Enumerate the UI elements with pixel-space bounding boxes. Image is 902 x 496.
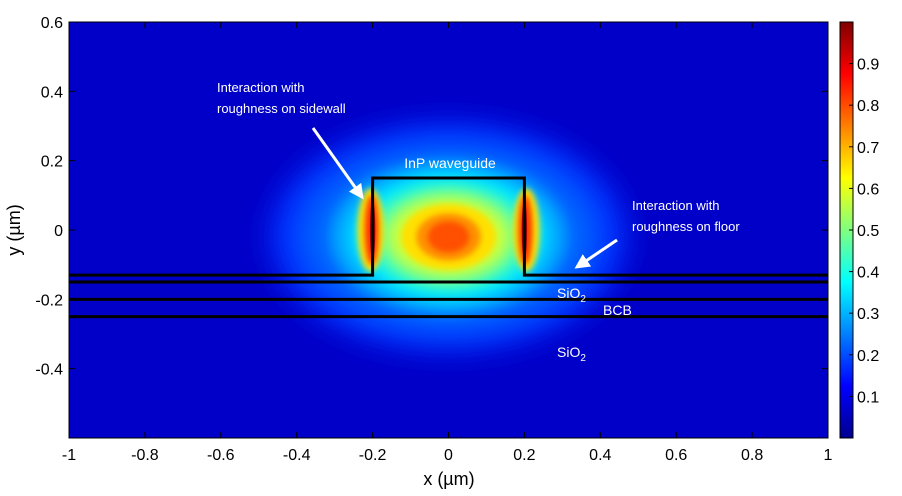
y-tick-label: 0.2 xyxy=(41,154,63,171)
colorbar-tick-label: 0.8 xyxy=(857,98,879,115)
x-tick-label: 1 xyxy=(824,447,833,464)
colorbar-tick-label: 0.7 xyxy=(857,140,879,157)
x-tick-label: 0.8 xyxy=(741,447,763,464)
floor-annotation-line1: Interaction with xyxy=(632,198,719,213)
sidewall-annotation-line2: roughness on sidewall xyxy=(217,101,346,116)
colorbar-ticks: 0.9 0.8 0.7 0.6 0.5 0.4 0.3 0.2 0.1 xyxy=(849,57,879,406)
x-tick-label: -0.8 xyxy=(131,447,159,464)
colorbar-tick-label: 0.4 xyxy=(857,265,879,282)
waveguide-outline xyxy=(69,176,828,277)
y-axis-ticks: 0.6 0.4 0.2 0 -0.2 -0.4 xyxy=(35,15,828,379)
y-tick-label: -0.4 xyxy=(35,362,63,379)
x-tick-label: 0.6 xyxy=(665,447,687,464)
sidewall-annotation-line1: Interaction with xyxy=(217,80,304,95)
bcb-label: BCB xyxy=(603,302,632,318)
waveguide-structure xyxy=(69,176,828,319)
x-tick-label: -0.6 xyxy=(207,447,235,464)
floor-arrow xyxy=(574,238,618,269)
y-axis-label: y (µm) xyxy=(4,204,24,255)
y-tick-label: 0.4 xyxy=(41,84,63,101)
colorbar-tick-label: 0.6 xyxy=(857,181,879,198)
y-tick-label: 0 xyxy=(54,223,63,240)
x-tick-label: 0 xyxy=(444,447,453,464)
colorbar-tick-label: 0.1 xyxy=(857,389,879,406)
colorbar: 0.9 0.8 0.7 0.6 0.5 0.4 0.3 0.2 0.1 xyxy=(839,21,879,439)
y-tick-label: -0.2 xyxy=(35,292,63,309)
sio2-lower-label: SiO2 xyxy=(557,344,586,364)
sidewall-arrow xyxy=(311,127,364,200)
x-tick-label: 0.2 xyxy=(513,447,535,464)
x-tick-label: -1 xyxy=(62,447,76,464)
colorbar-tick-label: 0.5 xyxy=(857,223,879,240)
x-axis-label: x (µm) xyxy=(423,469,474,489)
field-heatmap xyxy=(69,22,828,438)
x-axis-ticks: -1 -0.8 -0.6 -0.4 -0.2 0 0.2 0.4 0.6 0.8 1 xyxy=(62,22,833,464)
x-tick-label: 0.4 xyxy=(589,447,611,464)
x-tick-label: -0.2 xyxy=(359,447,387,464)
annotations: InP waveguide Interaction with roughness… xyxy=(217,80,740,364)
x-tick-label: -0.4 xyxy=(283,447,311,464)
y-tick-label: 0.6 xyxy=(41,15,63,32)
field-ring-peak xyxy=(427,221,470,253)
sio2-upper-label: SiO2 xyxy=(557,285,586,305)
waveguide-label: InP waveguide xyxy=(404,155,496,171)
colorbar-tick-label: 0.2 xyxy=(857,348,879,365)
colorbar-tick-label: 0.9 xyxy=(857,57,879,74)
floor-annotation-line2: roughness on floor xyxy=(632,219,740,234)
colorbar-tick-label: 0.3 xyxy=(857,306,879,323)
